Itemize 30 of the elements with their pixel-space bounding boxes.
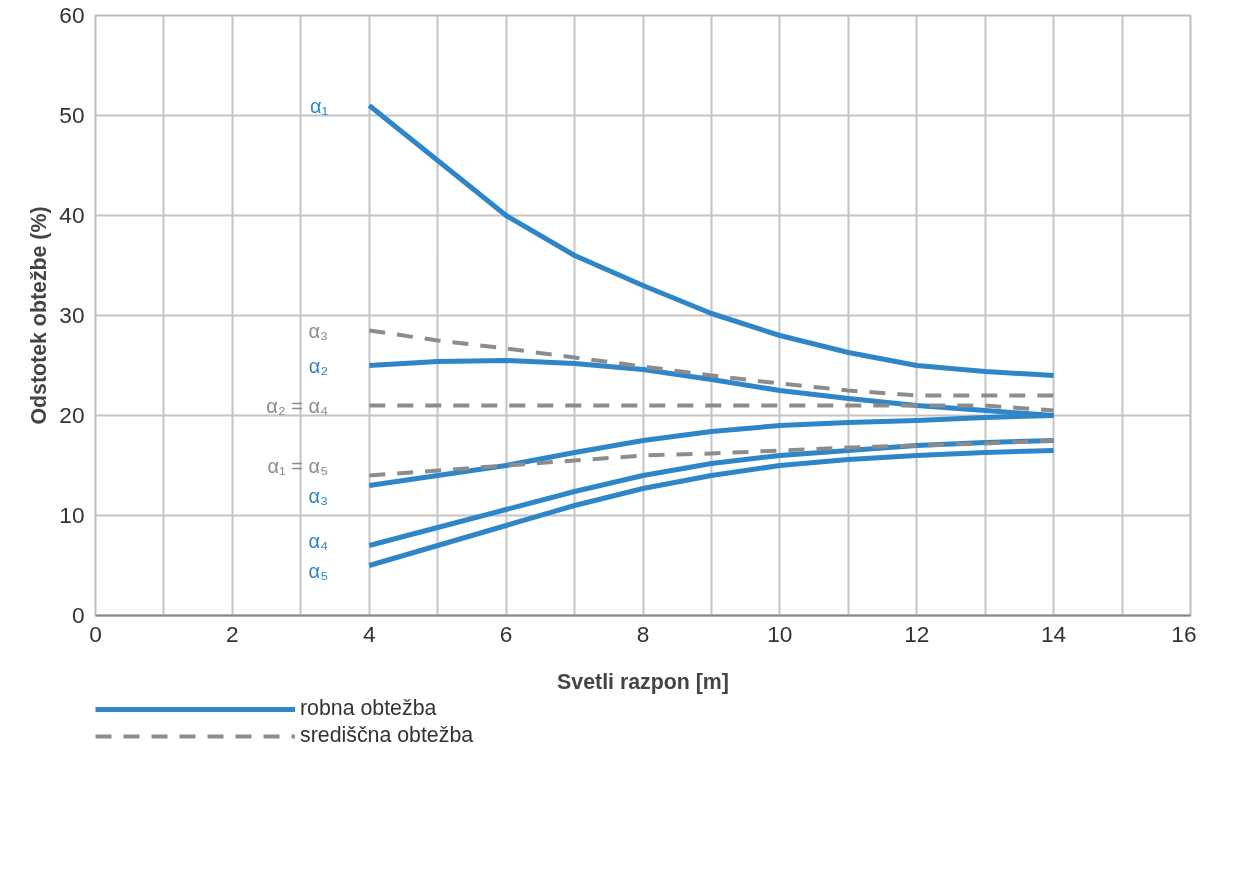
text: α₅ bbox=[308, 559, 329, 582]
y-tick-label: 0 bbox=[71, 602, 85, 628]
line-series bbox=[367, 328, 1056, 398]
line-series bbox=[367, 438, 1056, 478]
x-tick-label: 8 bbox=[636, 620, 650, 647]
x-tick-label: 2 bbox=[226, 620, 239, 647]
text: središčna obtežba bbox=[300, 723, 474, 748]
x-tick-label: 4 bbox=[362, 620, 376, 647]
text: α₄ bbox=[308, 529, 329, 552]
y-tick-label: 60 bbox=[59, 2, 85, 28]
y-tick-label: 20 bbox=[59, 402, 85, 428]
y-tick-label: 50 bbox=[59, 102, 85, 128]
x-tick-label: 14 bbox=[1041, 620, 1067, 647]
text: α₁ = α₅ bbox=[267, 454, 329, 477]
x-tick-label: 10 bbox=[767, 620, 793, 647]
y-tick-label: 40 bbox=[59, 202, 85, 228]
text: robna obtežba bbox=[300, 696, 437, 721]
y-tick-label: 10 bbox=[59, 502, 85, 528]
text: α₃ bbox=[308, 319, 329, 342]
text: α₂ = α₄ bbox=[266, 394, 329, 417]
y-tick-label: 30 bbox=[59, 302, 85, 328]
y-axis-title: Odstotek obtežbe (%) bbox=[27, 206, 52, 425]
text: α₁ bbox=[309, 94, 329, 117]
x-tick-label: 0 bbox=[89, 620, 102, 647]
text: α₃ bbox=[308, 484, 329, 507]
x-tick-label: 16 bbox=[1171, 620, 1197, 647]
x-axis-title: Svetli razpon [m] bbox=[557, 669, 729, 694]
x-tick-label: 12 bbox=[904, 620, 930, 647]
text: α₂ bbox=[308, 354, 329, 377]
x-tick-label: 6 bbox=[499, 620, 513, 647]
